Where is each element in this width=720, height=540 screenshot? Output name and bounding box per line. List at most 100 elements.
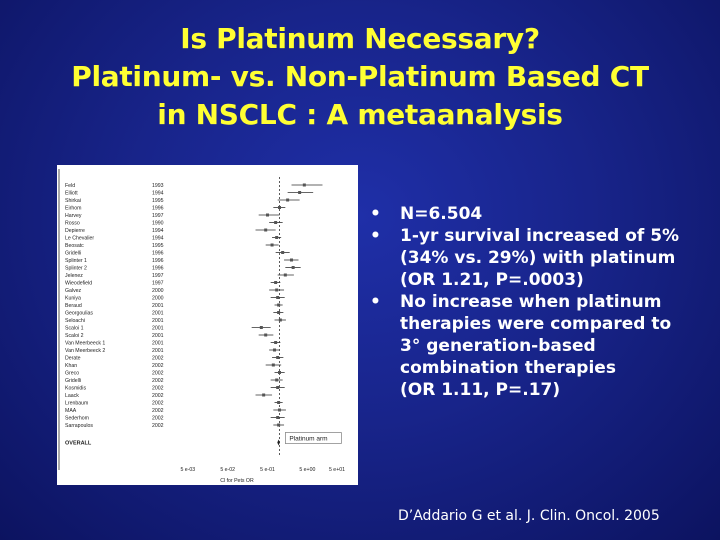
study-point <box>266 213 270 217</box>
study-name: Gridelli <box>65 378 81 384</box>
study-point <box>276 296 280 299</box>
study-name: Depierre <box>65 228 85 234</box>
study-point <box>274 221 278 224</box>
study-name: Jelenez <box>65 273 83 279</box>
study-name: Elliott <box>65 191 78 197</box>
bullet-line: 3° generation-based <box>400 336 596 356</box>
study-point <box>278 318 282 322</box>
x-tick-label: 5 e-03 <box>180 467 195 473</box>
study-name: Kosmidis <box>65 386 86 392</box>
study-year: 2002 <box>152 393 164 399</box>
study-name: Seloachi <box>65 318 85 324</box>
study-name: Georgoulias <box>65 311 93 317</box>
x-tick-label: 5 e-01 <box>260 467 275 473</box>
study-year: 1990 <box>152 221 164 227</box>
bullet-item-third-generation: • No increase when platinum therapies we… <box>370 291 710 401</box>
bullet-line: (OR 1.11, P=.17) <box>400 380 561 400</box>
study-point <box>277 206 281 209</box>
study-year: 1996 <box>152 251 164 257</box>
arm-label: Platinum arm <box>289 436 327 443</box>
study-year: 1995 <box>152 243 164 249</box>
study-year: 1995 <box>152 198 164 204</box>
study-point <box>264 228 268 232</box>
study-point <box>291 266 295 269</box>
x-tick-label: 5 e+00 <box>299 467 315 473</box>
bullet-list: • N=6.504 • 1-yr survival increased of 5… <box>370 203 710 401</box>
forest-plot: Feld 1993 Elliott 1994 Shirkai 1995 Eirhom 1996… <box>57 165 358 485</box>
study-year: 2001 <box>152 333 164 339</box>
study-name: Scaloi 1 <box>65 326 84 332</box>
study-year: 2000 <box>152 288 164 294</box>
study-point <box>264 333 268 337</box>
arm-label-box <box>285 432 342 444</box>
bullet-line: combination therapies <box>400 358 616 378</box>
study-name: Lrenbaum <box>65 401 88 407</box>
study-name: Rosso <box>65 221 80 227</box>
study-name: Greco <box>65 371 79 377</box>
x-axis-label: Cl for Pets OR <box>220 478 254 484</box>
study-name: Sederhom <box>65 416 89 422</box>
study-name: Sarrapoulos <box>65 423 93 429</box>
study-year: 2002 <box>152 356 164 362</box>
study-name: Le Chevalier <box>65 236 94 242</box>
title-line-2: Platinum- vs. Non-Platinum Based CT <box>71 60 649 93</box>
study-year: 2002 <box>152 408 164 414</box>
study-year: 2002 <box>152 401 164 407</box>
study-name: Scaloi 2 <box>65 333 84 339</box>
study-name: MAA <box>65 408 77 414</box>
study-year: 1997 <box>152 213 164 219</box>
study-year: 1994 <box>152 236 164 242</box>
study-year: 1997 <box>152 273 164 279</box>
bullet-marker: • <box>370 292 381 312</box>
bullet-line: N=6.504 <box>400 204 483 224</box>
study-name: Feld <box>65 183 75 189</box>
study-name: Derate <box>65 356 81 362</box>
bullet-item-survival: • 1-yr survival increased of 5% (34% vs.… <box>370 225 710 291</box>
study-year: 1996 <box>152 266 164 272</box>
study-point <box>277 401 281 404</box>
study-point <box>270 243 274 247</box>
study-point <box>283 273 287 277</box>
study-year: 1994 <box>152 228 164 234</box>
study-year: 2001 <box>152 303 164 309</box>
title-line-3: in NSCLC : A metaanalysis <box>157 98 563 131</box>
study-point <box>281 251 285 254</box>
study-year: 2001 <box>152 311 164 317</box>
study-point <box>276 416 280 419</box>
study-name: Harvey <box>65 213 82 219</box>
x-tick-label: 5 e+01 <box>329 467 345 473</box>
study-year: 2001 <box>152 326 164 332</box>
study-point <box>275 236 279 239</box>
study-year: 2000 <box>152 296 164 302</box>
study-name: Wieodefield <box>65 281 92 287</box>
study-year: 1996 <box>152 258 164 264</box>
study-year: 2002 <box>152 371 164 377</box>
bullet-marker: • <box>370 226 381 246</box>
study-name: Van Meerbeeck 1 <box>65 341 105 347</box>
slide-title: Is Platinum Necessary? Platinum- vs. Non… <box>0 20 720 134</box>
study-year: 2002 <box>152 378 164 384</box>
title-line-1: Is Platinum Necessary? <box>180 22 540 55</box>
bullet-item-sample-size: • N=6.504 <box>370 203 710 225</box>
study-name: Eirhom <box>65 206 81 212</box>
study-point <box>262 393 266 397</box>
study-point <box>302 183 306 187</box>
study-name: Khan <box>65 363 77 369</box>
study-name: Kuniya <box>65 296 81 302</box>
bullet-line: (OR 1.21, P=.0003) <box>400 270 584 290</box>
study-name: Beosatc <box>65 243 84 249</box>
study-point <box>273 348 277 352</box>
study-name: Splinter 1 <box>65 258 87 264</box>
bullet-line: (34% vs. 29%) with platinum <box>400 248 676 268</box>
study-point <box>277 423 281 427</box>
study-point <box>271 363 275 367</box>
x-tick-label: 5 e-02 <box>220 467 235 473</box>
study-point <box>276 356 280 359</box>
study-point <box>277 371 281 374</box>
study-point <box>298 191 302 194</box>
study-point <box>286 198 290 202</box>
study-year: 2001 <box>152 341 164 347</box>
study-name: Van Meerbeeck 2 <box>65 348 105 354</box>
citation: D’Addario G et al. J. Clin. Oncol. 2005 <box>398 508 660 524</box>
overall-label: OVERALL <box>65 441 92 447</box>
